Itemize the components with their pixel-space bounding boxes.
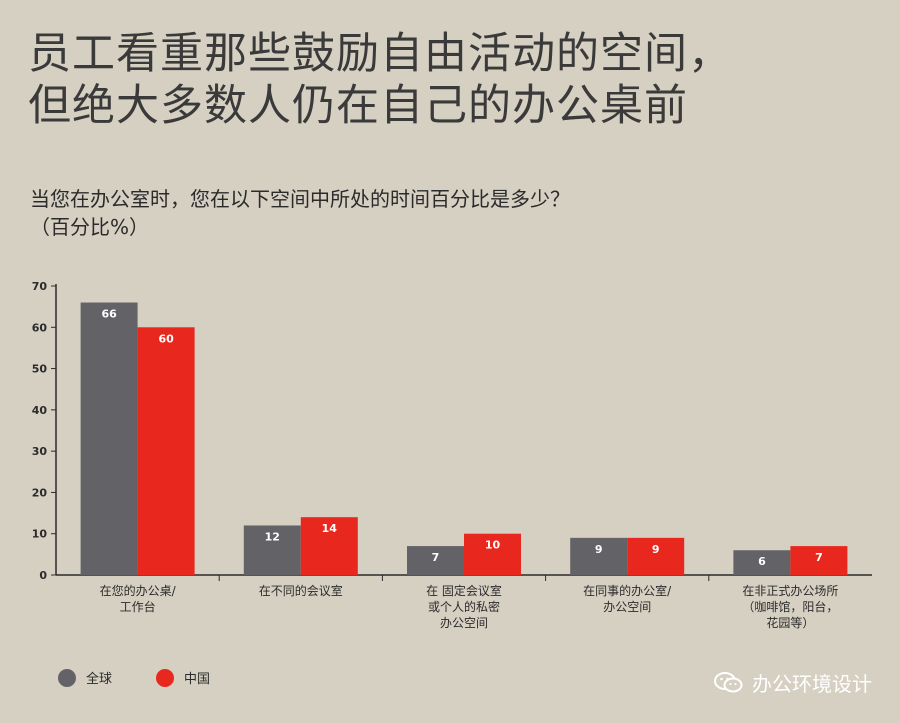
watermark: 办公环境设计	[714, 668, 872, 697]
y-tick-label: 50	[32, 363, 48, 376]
bar-china	[627, 537, 685, 575]
legend-swatch-china	[156, 668, 175, 687]
legend-label-global: 全球	[86, 672, 113, 687]
y-tick-label: 60	[32, 321, 48, 334]
x-category-label: 办公空间	[603, 599, 651, 614]
subtitle-line-2: （百分比%）	[30, 215, 150, 239]
x-category-label: 在同事的办公室/	[583, 583, 672, 598]
x-category-label: 或个人的私密	[428, 599, 500, 614]
x-category-label: （咖啡馆，阳台，	[742, 599, 838, 614]
bar-china	[790, 546, 848, 575]
bar-value-label: 66	[101, 308, 117, 321]
bar-china	[300, 517, 358, 575]
bar-value-label: 7	[815, 551, 823, 564]
x-category-label: 办公空间	[440, 615, 488, 630]
x-category-label: 在 固定会议室	[426, 583, 502, 598]
bar-value-label: 9	[595, 543, 603, 556]
bar-value-label: 7	[432, 551, 440, 564]
watermark-text: 办公环境设计	[752, 672, 872, 696]
x-category-label: 工作台	[120, 599, 156, 614]
bar-global	[80, 302, 138, 575]
x-category-label: 在您的办公桌/	[100, 583, 177, 598]
title-line-1: 员工看重那些鼓励自由活动的空间，	[28, 29, 732, 79]
bar-value-label: 6	[758, 555, 766, 568]
bar-global	[733, 550, 791, 575]
y-tick-label: 0	[39, 569, 47, 582]
bar-value-label: 14	[322, 522, 338, 535]
bar-global	[570, 537, 628, 575]
legend-item-global: 全球	[58, 668, 112, 687]
legend-label-china: 中国	[184, 672, 211, 687]
x-category-label: 花园等）	[766, 615, 814, 630]
chart-subtitle: 当您在办公室时，您在以下空间中所处的时间百分比是多少？ （百分比%）	[30, 185, 570, 241]
legend-swatch-global	[58, 668, 76, 687]
legend-item-china: 中国	[156, 668, 210, 687]
y-tick-label: 30	[32, 445, 48, 458]
y-tick-label: 20	[32, 486, 48, 499]
bar-global	[407, 546, 464, 575]
subtitle-line-1: 当您在办公室时，您在以下空间中所处的时间百分比是多少？	[30, 187, 570, 211]
bar-china	[137, 327, 195, 575]
title-line-2: 但绝大多数人仍在自己的办公桌前	[28, 81, 688, 131]
bar-value-label: 12	[265, 530, 280, 543]
x-category-label: 在不同的会议室	[259, 583, 343, 598]
y-tick-label: 70	[32, 280, 48, 293]
bar-value-label: 10	[485, 539, 501, 552]
wechat-icon	[714, 671, 743, 692]
bar-china	[464, 533, 521, 575]
bar-value-label: 60	[158, 332, 174, 345]
legend: 全球 中国	[58, 668, 254, 687]
bar-value-label: 9	[652, 543, 660, 556]
bar-global	[243, 525, 301, 575]
y-tick-label: 40	[32, 404, 48, 417]
x-category-label: 在非正式办公场所	[742, 583, 838, 598]
chart-title: 员工看重那些鼓励自由活动的空间， 但绝大多数人仍在自己的办公桌前	[28, 28, 732, 132]
y-tick-label: 10	[32, 528, 48, 541]
